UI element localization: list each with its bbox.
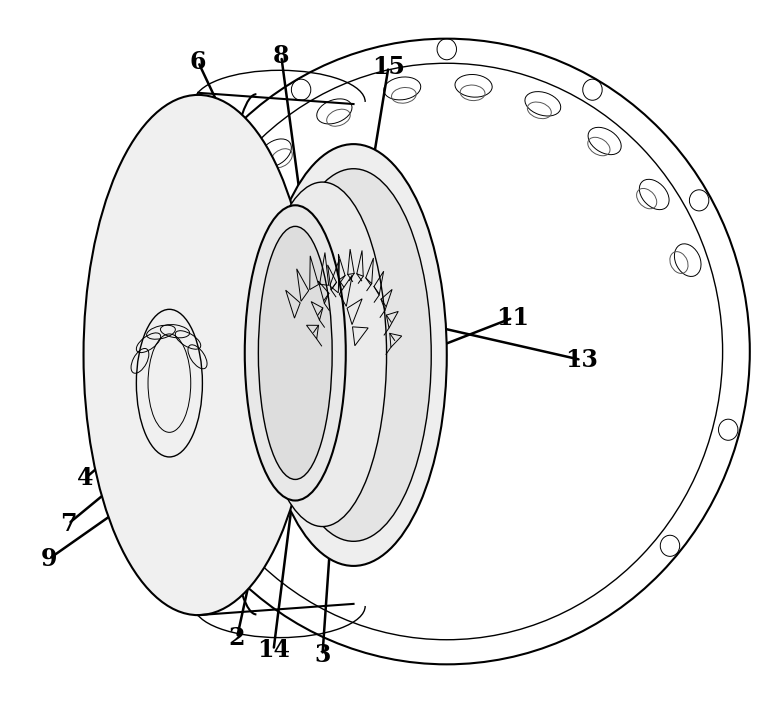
Ellipse shape (260, 144, 447, 566)
Ellipse shape (245, 205, 346, 501)
Ellipse shape (84, 95, 312, 615)
Text: 7: 7 (60, 512, 77, 536)
Text: 9: 9 (40, 547, 57, 571)
Text: 13: 13 (565, 348, 598, 372)
Text: 1: 1 (139, 406, 156, 430)
Text: 2: 2 (228, 626, 246, 650)
Text: 14: 14 (257, 638, 290, 662)
Text: 6: 6 (190, 50, 207, 74)
Ellipse shape (276, 169, 431, 541)
Text: 8: 8 (273, 44, 290, 68)
Text: 4: 4 (77, 466, 94, 490)
Text: 11: 11 (497, 306, 529, 330)
Ellipse shape (258, 182, 387, 527)
Text: 15: 15 (372, 55, 405, 79)
Text: 3: 3 (314, 643, 331, 667)
Ellipse shape (258, 226, 333, 479)
